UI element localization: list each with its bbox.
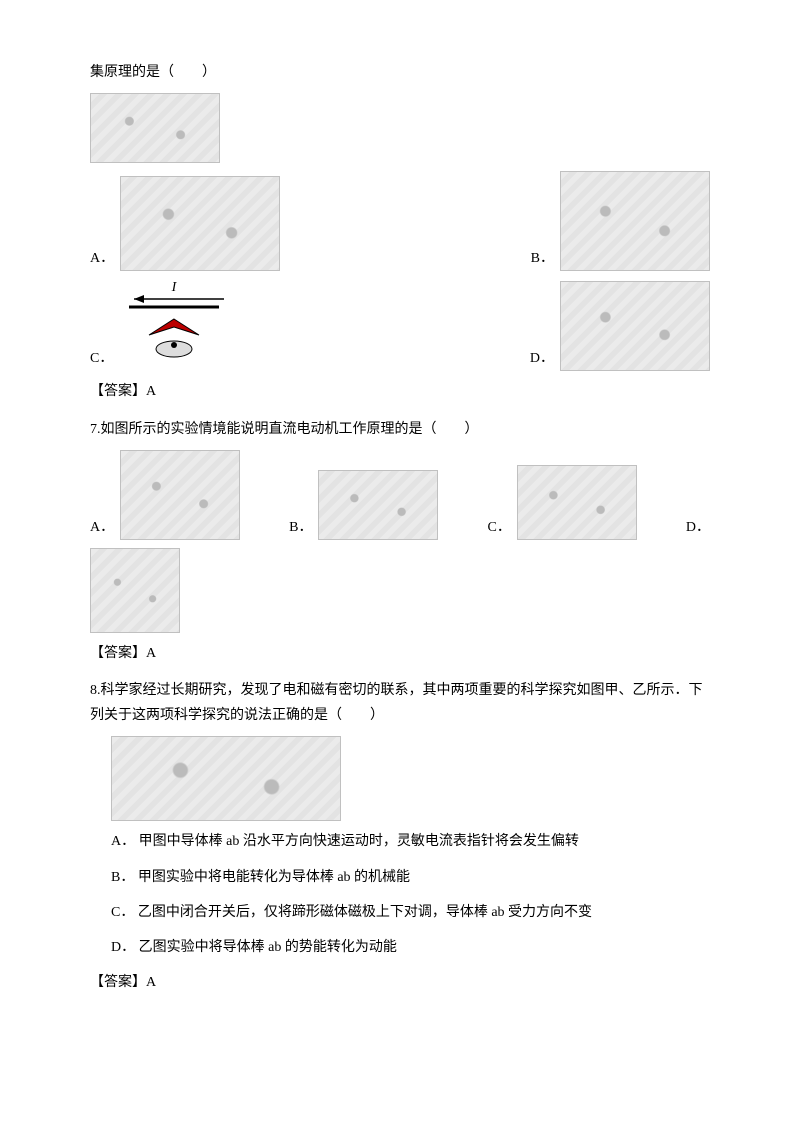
q6-option-d-label: D．	[530, 346, 554, 371]
q7-option-d-image	[90, 548, 180, 633]
q7-answer: 【答案】A	[90, 641, 710, 666]
q8-image	[111, 736, 341, 821]
q6-option-c-image: I	[119, 277, 229, 371]
q8-choice-d: D． 乙图实验中将导体棒 ab 的势能转化为动能	[111, 935, 710, 960]
q7-option-c-image	[517, 465, 637, 540]
q7-option-d-label: D．	[686, 515, 710, 540]
q7-option-b-label: B．	[289, 515, 312, 540]
q6-option-a: A．	[90, 176, 280, 271]
q6-option-c-label: C．	[90, 346, 113, 371]
q6-option-d: D．	[530, 281, 710, 371]
q7-stem: 7.如图所示的实验情境能说明直流电动机工作原理的是（ ）	[90, 417, 710, 442]
q6-option-d-image	[560, 281, 710, 371]
q6-option-b-image	[560, 171, 710, 271]
q7-options-row: A． B． C． D．	[90, 450, 710, 540]
q6-option-b: B．	[531, 171, 710, 271]
q6-options-row-1: A． B．	[90, 171, 710, 271]
q6-option-a-image	[120, 176, 280, 271]
q8-image-wrap	[111, 736, 710, 821]
q6-answer: 【答案】A	[90, 379, 710, 404]
q6-option-b-label: B．	[531, 246, 554, 271]
q6-options-row-2: C． I D．	[90, 277, 710, 371]
q6-stem-fragment: 集原理的是（ ）	[90, 60, 710, 85]
q6-intro-image-wrap	[90, 93, 710, 163]
q7-option-a-label: A．	[90, 515, 114, 540]
q8-choices: A． 甲图中导体棒 ab 沿水平方向快速运动时，灵敏电流表指针将会发生偏转 B．…	[111, 829, 710, 960]
q6-intro-image	[90, 93, 220, 163]
q8-choice-c: C． 乙图中闭合开关后，仅将蹄形磁体磁极上下对调，导体棒 ab 受力方向不变	[111, 900, 710, 925]
q7-option-a-image	[120, 450, 240, 540]
q8-answer: 【答案】A	[90, 970, 710, 995]
q7-option-a: A．	[90, 450, 240, 540]
q7-option-b: B．	[289, 470, 438, 540]
q6-option-a-label: A．	[90, 246, 114, 271]
q7-option-c: C．	[488, 465, 637, 540]
q8-choice-a: A． 甲图中导体棒 ab 沿水平方向快速运动时，灵敏电流表指针将会发生偏转	[111, 829, 710, 854]
q6-option-c: C． I	[90, 277, 229, 371]
q7-option-c-label: C．	[488, 515, 511, 540]
q8-stem: 8.科学家经过长期研究，发现了电和磁有密切的联系，其中两项重要的科学探究如图甲、…	[90, 678, 710, 728]
q7-option-d: D．	[686, 515, 710, 540]
q8-choice-b: B． 甲图实验中将电能转化为导体棒 ab 的机械能	[111, 865, 710, 890]
q7-option-d-image-wrap	[90, 548, 710, 633]
q7-option-b-image	[318, 470, 438, 540]
